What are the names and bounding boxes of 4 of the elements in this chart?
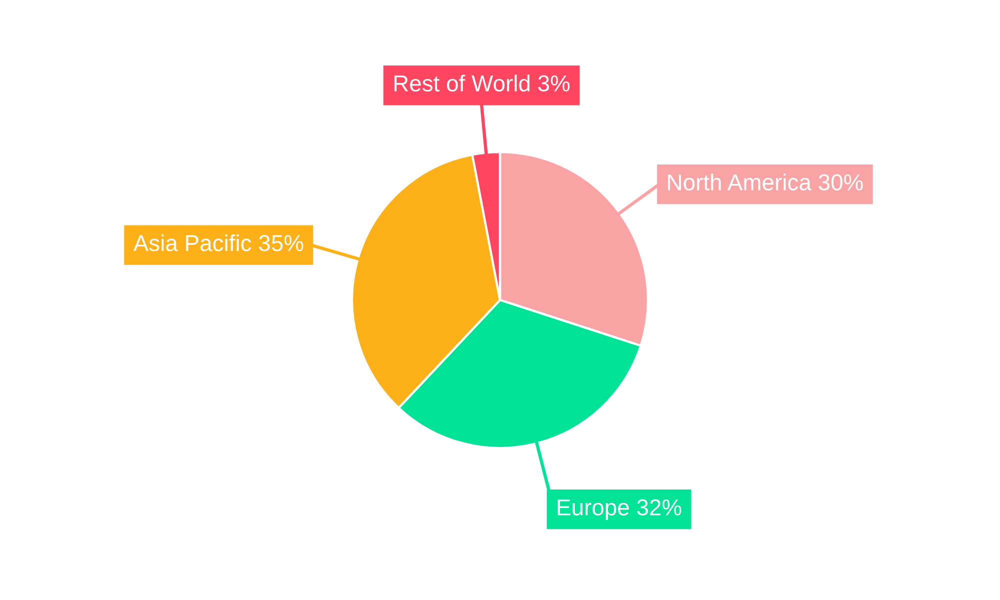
slice-label: Europe 32% <box>558 499 682 520</box>
slice-label: Asia Pacific 35% <box>133 234 304 252</box>
slice-label: Rest of World 3% <box>394 74 570 92</box>
slice-label: North America 30% <box>668 174 863 190</box>
